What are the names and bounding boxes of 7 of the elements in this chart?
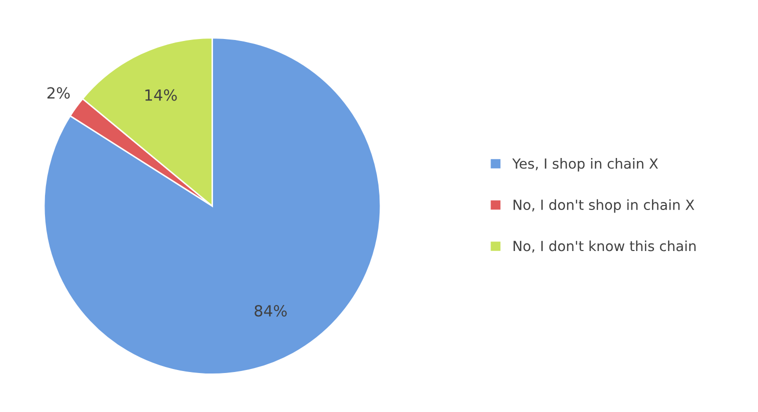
data-label: 84% xyxy=(254,305,287,317)
pie-slice xyxy=(43,37,382,375)
legend-label: No, I don't know this chain xyxy=(514,240,696,253)
legend-label: No, I don't shop in chain X xyxy=(514,199,694,213)
legend-label: Yes, I shop in chain X xyxy=(512,158,658,172)
data-label: 2% xyxy=(47,87,70,99)
data-label: 14% xyxy=(145,89,177,101)
